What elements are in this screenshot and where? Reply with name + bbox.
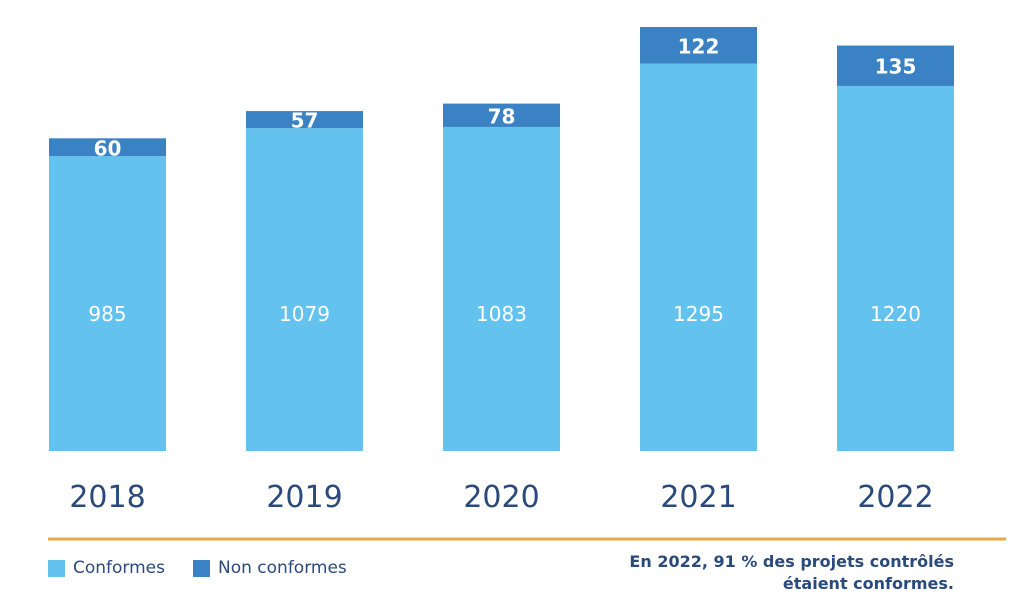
summary-note: En 2022, 91 % des projets contrôlés étai…	[629, 552, 954, 593]
bar-non-conformes-2018	[49, 138, 166, 157]
bar-non-conformes-2020	[443, 103, 560, 127]
legend-swatch-conformes	[48, 559, 65, 577]
legend-item-non-conformes: Non conformes	[193, 558, 347, 578]
bar-conformes-2021	[640, 63, 757, 452]
value-label-non-conformes-2018: 60	[94, 136, 122, 160]
value-label-non-conformes-2020: 78	[488, 104, 516, 128]
bar-conformes-2019	[246, 128, 363, 451]
value-label-conformes-2021: 1295	[673, 302, 724, 326]
bars-group	[49, 27, 954, 452]
year-label-2018: 2018	[69, 480, 145, 515]
bar-non-conformes-2022	[837, 45, 954, 86]
bar-conformes-2018	[49, 156, 166, 451]
value-label-conformes-2019: 1079	[279, 302, 330, 326]
value-label-conformes-2020: 1083	[476, 302, 527, 326]
value-label-non-conformes-2021: 122	[678, 34, 720, 58]
bar-conformes-2020	[443, 126, 560, 451]
year-label-2020: 2020	[463, 480, 539, 515]
year-label-2019: 2019	[266, 480, 342, 515]
value-label-non-conformes-2019: 57	[291, 109, 319, 133]
year-labels-group: 2018 2019 2020 2021 2022	[69, 480, 933, 515]
year-label-2022: 2022	[857, 480, 933, 515]
legend-label-conformes: Conformes	[73, 558, 165, 578]
value-label-conformes-2018: 985	[88, 302, 126, 326]
value-label-conformes-2022: 1220	[870, 302, 921, 326]
legend-label-non-conformes: Non conformes	[218, 558, 347, 578]
year-label-2021: 2021	[660, 480, 736, 515]
bar-non-conformes-2021	[640, 27, 757, 64]
legend-swatch-non-conformes	[193, 559, 210, 577]
bar-non-conformes-2019	[246, 111, 363, 129]
bar-conformes-2022	[837, 85, 954, 451]
legend-item-conformes: Conformes	[48, 558, 165, 578]
value-labels-group: 985 60 1079 57 1083 78 1295 122 1220 135	[88, 34, 921, 326]
legend: Conformes Non conformes	[48, 558, 375, 578]
value-label-non-conformes-2022: 135	[875, 55, 917, 79]
